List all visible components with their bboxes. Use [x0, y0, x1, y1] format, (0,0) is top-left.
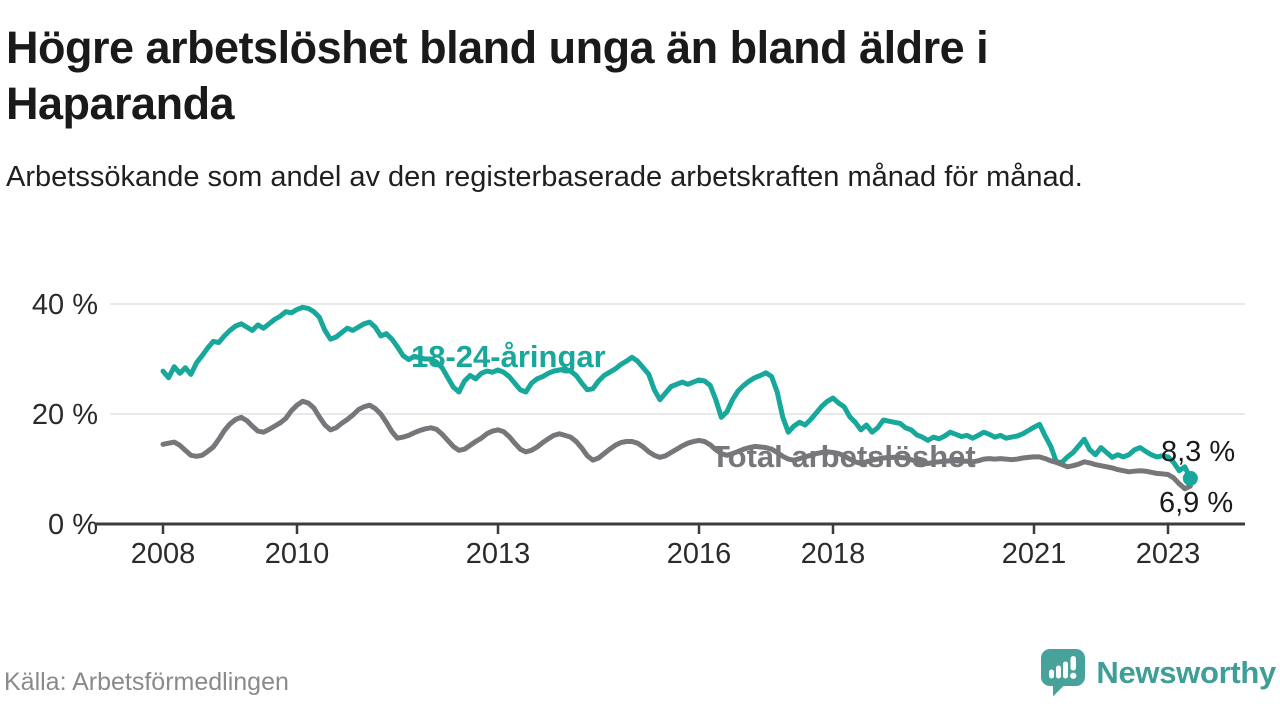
newsworthy-bubble-chart-icon: [1041, 649, 1086, 697]
series-label-total: Total arbetslöshet: [711, 439, 976, 474]
x-tick-label-2023: 2023: [1136, 538, 1201, 570]
source-note: Källa: Arbetsförmedlingen: [4, 668, 289, 696]
x-tick-label-2021: 2021: [1002, 538, 1067, 570]
series-line-18-24: [160, 304, 1193, 481]
series-line-total: [160, 398, 1193, 492]
page-title: Högre arbetslöshet bland unga än bland ä…: [6, 22, 989, 129]
page-subtitle: Arbetssökande som andel av den registerb…: [6, 161, 1083, 193]
x-tick-label-2010: 2010: [265, 538, 330, 570]
end-value-label-total: 6,9 %: [1159, 487, 1233, 519]
y-tick-label-40: 40 %: [32, 289, 98, 321]
newsworthy-logo: Newsworthy: [1040, 648, 1276, 698]
y-tick-label-20: 20 %: [32, 399, 98, 431]
y-tick-label-0: 0 %: [48, 509, 98, 541]
x-tick-label-2016: 2016: [667, 538, 732, 570]
x-tick-label-2018: 2018: [801, 538, 866, 570]
unemployment-line-chart: 0 % 20 % 40 % 2008 2010 2013 2016 2018 2021 2023 1…: [32, 289, 1245, 570]
series-endpoint-dot-18-24: [1182, 470, 1198, 486]
x-tick-label-2008: 2008: [131, 538, 196, 570]
end-value-label-18-24: 8,3 %: [1161, 436, 1235, 468]
x-tick-label-2013: 2013: [466, 538, 531, 570]
brand-name: Newsworthy: [1096, 655, 1276, 690]
series-label-18-24: 18-24-åringar: [411, 339, 606, 374]
